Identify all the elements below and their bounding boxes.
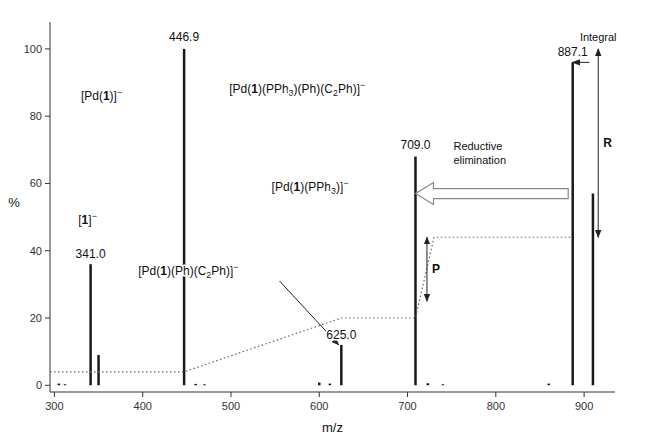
integral-staircase (50, 237, 573, 372)
label-line: elimination (453, 154, 506, 166)
integral-span-label: R (603, 136, 612, 150)
peak-label: 446.9 (169, 30, 199, 44)
y-tick (45, 48, 50, 49)
label-part: Ph)] (211, 264, 233, 278)
label-part: [Pd( (272, 180, 294, 194)
integral-label: Integral (580, 31, 617, 43)
peak-bar (64, 384, 67, 385)
x-tick-label: 800 (487, 400, 505, 412)
species-label: [Pd(1)(PPh3)]− (272, 178, 349, 196)
y-tick (45, 318, 50, 319)
label-part: − (92, 211, 97, 221)
y-tick-label: 0 (36, 379, 42, 391)
x-tick (319, 392, 320, 397)
peak-bar (340, 345, 343, 385)
peak-label: 709.0 (400, 138, 430, 152)
integral-arrow (598, 49, 599, 237)
chart: 300 400 500 600 700 800 900 0 20 40 60 80 100 m/z% Red… (0, 0, 648, 446)
x-tick (54, 392, 55, 397)
x-tick-label: 400 (134, 400, 152, 412)
peak-bar (442, 384, 445, 385)
peak-bar (427, 383, 430, 385)
peak-label: 341.0 (76, 247, 106, 261)
x-tick (142, 392, 143, 397)
x-tick-label: 300 (45, 400, 63, 412)
label-part: − (343, 178, 348, 188)
y-axis-line (50, 22, 51, 392)
peak-bar (414, 157, 417, 386)
label-part: )(PPh (258, 82, 289, 96)
peak-bar (571, 62, 574, 385)
label-part: )] (110, 89, 117, 103)
pointer-arrow (573, 62, 590, 63)
label-part: Ph)] (338, 82, 360, 96)
species-label: [Pd(1)(Ph)(C2Ph)]− (138, 262, 238, 280)
y-tick-label: 80 (30, 110, 42, 122)
label-part: [Pd( (138, 264, 160, 278)
plot-area (50, 49, 594, 385)
label-part: )] (336, 180, 343, 194)
x-tick (407, 392, 408, 397)
x-tick (495, 392, 496, 397)
y-tick-label: 20 (30, 312, 42, 324)
x-tick-label: 700 (398, 400, 416, 412)
peak-bar (329, 384, 332, 386)
label-part: )(PPh (300, 180, 331, 194)
x-tick (584, 392, 585, 397)
y-tick (45, 183, 50, 184)
label-part: − (117, 87, 122, 97)
axes: 300 400 500 600 700 800 900 0 20 40 60 80 100 (24, 22, 615, 412)
label-part: − (360, 80, 365, 90)
peak-bar (183, 49, 186, 385)
x-axis-line (50, 392, 615, 393)
y-axis-label: % (8, 195, 20, 210)
y-tick (45, 385, 50, 386)
reductive-elimination-label: Reductive elimination (453, 140, 506, 166)
y-tick (45, 116, 50, 117)
peak-bar (89, 264, 92, 385)
peak-bar (592, 194, 595, 386)
y-tick (45, 250, 50, 251)
product-arrow (426, 237, 427, 301)
peak-bar (548, 384, 551, 386)
y-tick-label: 100 (24, 43, 42, 55)
peak-bar (58, 384, 61, 386)
y-tick-label: 60 (30, 177, 42, 189)
species-label: [Pd(1)(PPh3)(Ph)(C2Ph)]− (229, 80, 365, 98)
x-tick-label: 600 (310, 400, 328, 412)
peak-bar (318, 383, 321, 386)
x-tick-label: 500 (222, 400, 240, 412)
x-tick-label: 900 (575, 400, 593, 412)
label-part: − (233, 262, 238, 272)
y-tick-label: 40 (30, 245, 42, 257)
product-label: P (432, 262, 440, 276)
x-axis-label: m/z (322, 420, 343, 435)
label-part: )(Ph)(C (294, 82, 334, 96)
peak-label: 625.0 (326, 328, 356, 342)
species-label: [Pd(1)]− (81, 87, 122, 103)
peak-bar (194, 384, 197, 385)
species-label: [1]− (78, 211, 97, 227)
label-part: [Pd( (81, 89, 103, 103)
x-tick (230, 392, 231, 397)
label-part: [Pd( (229, 82, 251, 96)
peak-bar (203, 384, 206, 385)
annotations: Reductive elimination P R Integral 446.9 887.1… (76, 30, 617, 345)
peak-bar (97, 355, 100, 385)
label-line: Reductive (453, 140, 502, 152)
label-part: )(Ph)(C (167, 264, 207, 278)
peak-label: 887.1 (558, 45, 588, 59)
reductive-elimination-arrow (415, 183, 568, 205)
